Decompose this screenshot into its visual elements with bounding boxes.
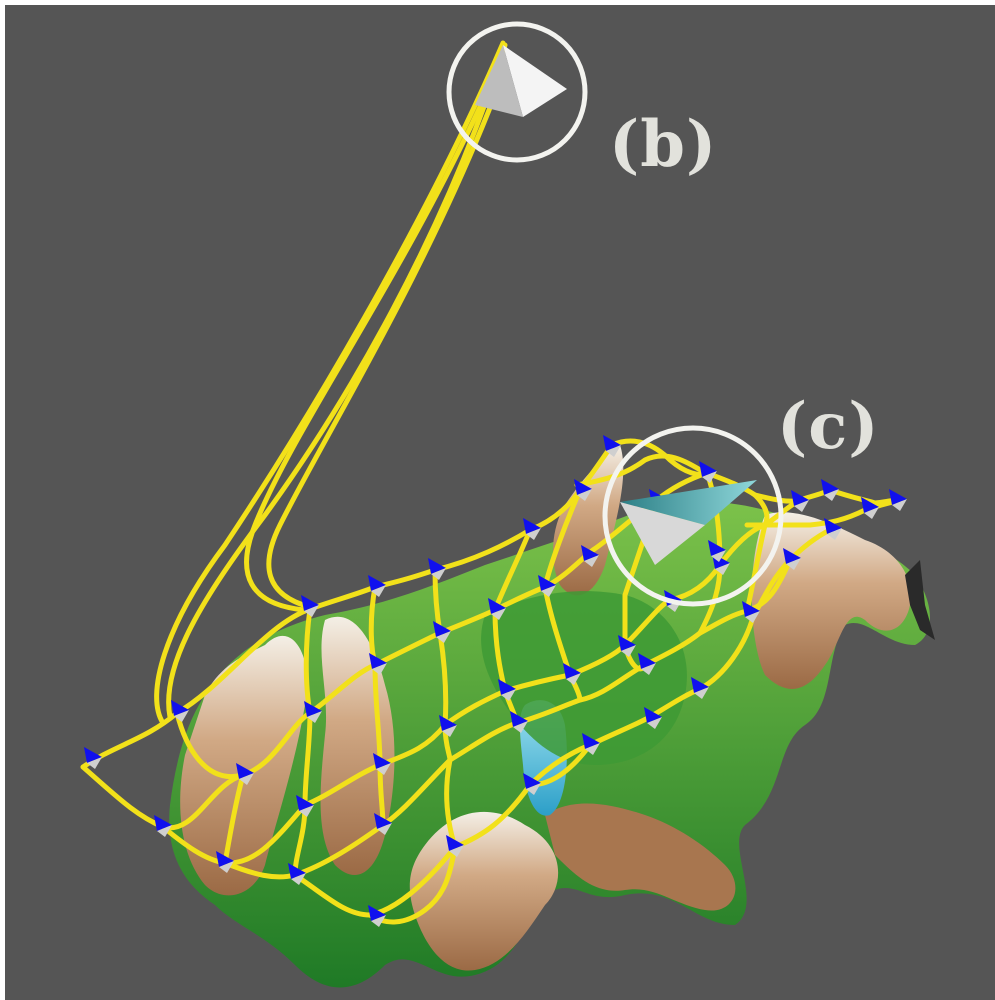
network-grid	[80, 40, 903, 925]
grid-col-1	[174, 710, 246, 780]
cone-c-side	[620, 502, 705, 565]
node-marker	[563, 663, 581, 685]
highlight-ring-b	[446, 21, 588, 163]
node-marker	[433, 621, 451, 643]
node-marker	[618, 635, 636, 657]
terrain-ridge-lower-right	[545, 803, 736, 911]
terrain-ridge-front	[409, 811, 559, 971]
node-marker	[889, 489, 907, 511]
node-marker	[439, 715, 457, 737]
pyramid-b-light	[503, 45, 567, 117]
node-marker	[699, 461, 717, 483]
node-marker	[582, 733, 600, 755]
node-marker	[288, 863, 306, 885]
leader-line-3	[244, 82, 493, 613]
label-b: (b)	[609, 107, 718, 182]
grid-col-2	[292, 606, 313, 878]
highlight-c	[602, 425, 784, 607]
node-marker	[374, 813, 392, 835]
node-marker	[824, 518, 842, 540]
leader-line-4	[266, 92, 498, 610]
leader-line-2	[166, 42, 508, 720]
terrain-spike	[905, 560, 935, 640]
node-marker	[742, 601, 760, 623]
grid-col-5	[492, 527, 533, 726]
grid-col-4	[432, 567, 453, 763]
terrain-network-scene	[80, 21, 935, 988]
node-marker	[644, 707, 662, 729]
highlight-ring-c	[602, 425, 784, 607]
node-marker	[603, 435, 621, 457]
node-marker	[581, 545, 599, 567]
node-marker	[821, 479, 839, 501]
node-marker	[791, 490, 809, 512]
node-marker	[638, 653, 656, 675]
node-marker	[523, 518, 541, 540]
terrain-ridge-left	[180, 635, 308, 896]
node-marker	[498, 679, 516, 701]
node-marker	[171, 700, 189, 722]
node-marker	[154, 815, 172, 837]
node-marker	[84, 747, 102, 769]
node-marker	[538, 575, 556, 597]
grid-row-5	[292, 557, 793, 918]
pyramid-b-shade	[475, 45, 523, 117]
node-marker	[428, 558, 446, 580]
node-marker	[446, 835, 464, 857]
node-markers	[84, 435, 907, 927]
node-marker	[373, 753, 391, 775]
node-marker	[708, 540, 726, 562]
node-marker	[510, 711, 528, 733]
cone-c-top	[620, 480, 757, 525]
node-marker	[523, 773, 541, 795]
node-marker	[296, 795, 314, 817]
terrain-ridge-peak	[553, 445, 624, 596]
label-c: (c)	[777, 389, 880, 464]
grid-col-6	[542, 487, 583, 703]
node-marker	[368, 575, 386, 597]
node-marker	[301, 595, 319, 617]
node-marker	[574, 479, 592, 501]
grid-row-top-2	[574, 453, 708, 488]
leader-line-1	[154, 40, 506, 726]
grid-col-3	[368, 584, 386, 828]
grid-col-front-1	[222, 772, 246, 866]
node-marker	[783, 548, 801, 570]
node-marker	[691, 677, 709, 699]
node-marker	[369, 653, 387, 675]
terrain-surface	[169, 445, 935, 988]
node-marker	[368, 905, 386, 927]
node-marker	[236, 763, 254, 785]
highlight-b	[446, 21, 588, 163]
node-marker	[216, 851, 234, 873]
visualization-canvas: (b) (c)	[5, 5, 995, 1000]
grid-row-6	[367, 844, 458, 925]
grid-col-front-2	[444, 757, 458, 850]
node-marker	[488, 598, 506, 620]
node-marker	[304, 701, 322, 723]
node-marker	[861, 497, 879, 519]
